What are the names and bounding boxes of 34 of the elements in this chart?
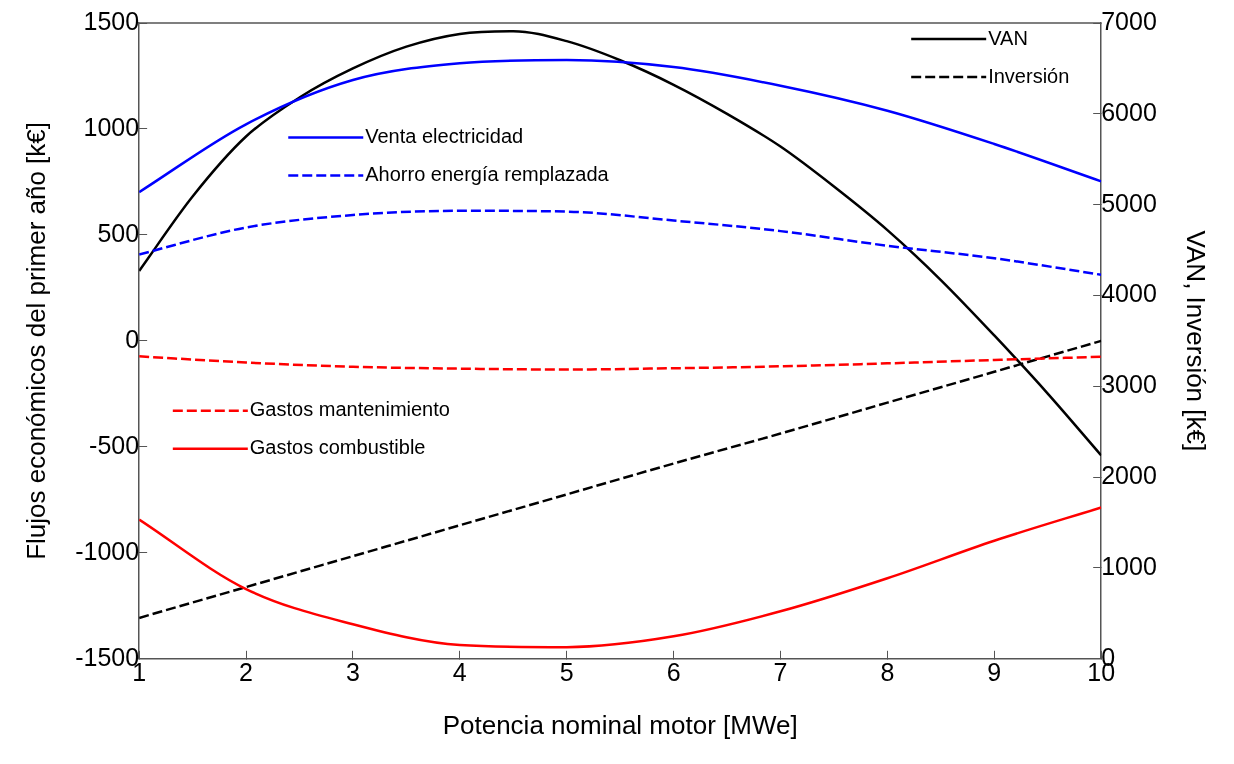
- y-axis-title: Flujos económicos del primer año [k€]: [20, 121, 51, 560]
- x-tick-label: 7: [773, 657, 788, 686]
- legend-label: Inversión: [988, 64, 1070, 87]
- x-tick-label: 3: [345, 657, 360, 686]
- x-tick-label: 4: [452, 657, 467, 686]
- y-tick-label: 0: [125, 324, 140, 353]
- y2-axis-title: VAN, Inversión [k€]: [1181, 230, 1212, 452]
- legend-label: Venta electricidad: [365, 124, 524, 147]
- x-tick-label: 6: [666, 657, 681, 686]
- x-tick-label: 2: [239, 657, 253, 686]
- line-series: [139, 209, 1102, 277]
- x-axis-title: Potencia nominal motor [MWe]: [442, 709, 798, 740]
- y-tick-label: -500: [89, 430, 140, 459]
- y-tick-label: 500: [97, 218, 140, 247]
- y2-tick-label: 4000: [1101, 279, 1157, 308]
- legend-label: Gastos mantenimiento: [249, 398, 450, 421]
- x-tick-label: 9: [987, 657, 1002, 686]
- line-series: [139, 506, 1102, 649]
- x-tick-label: 5: [559, 657, 574, 686]
- x-tick-label: 8: [880, 657, 895, 686]
- y2-tick-label: 7000: [1101, 6, 1157, 35]
- y2-tick-label: 5000: [1101, 188, 1157, 217]
- y-tick-label: -1000: [75, 536, 140, 565]
- y2-tick-label: 3000: [1101, 370, 1157, 399]
- y2-tick-label: 1000: [1101, 551, 1157, 580]
- y2-tick-label: 6000: [1101, 97, 1157, 126]
- y-tick-label: 1000: [83, 112, 140, 141]
- legend-label: Gastos combustible: [249, 436, 426, 459]
- y2-tick-label: 2000: [1101, 461, 1157, 490]
- y-tick-label: 1500: [83, 6, 140, 35]
- line-series: [139, 58, 1102, 194]
- legend-label: Ahorro energía remplazada: [365, 162, 610, 185]
- legend-label: VAN: [988, 26, 1028, 49]
- line-series: [139, 355, 1102, 371]
